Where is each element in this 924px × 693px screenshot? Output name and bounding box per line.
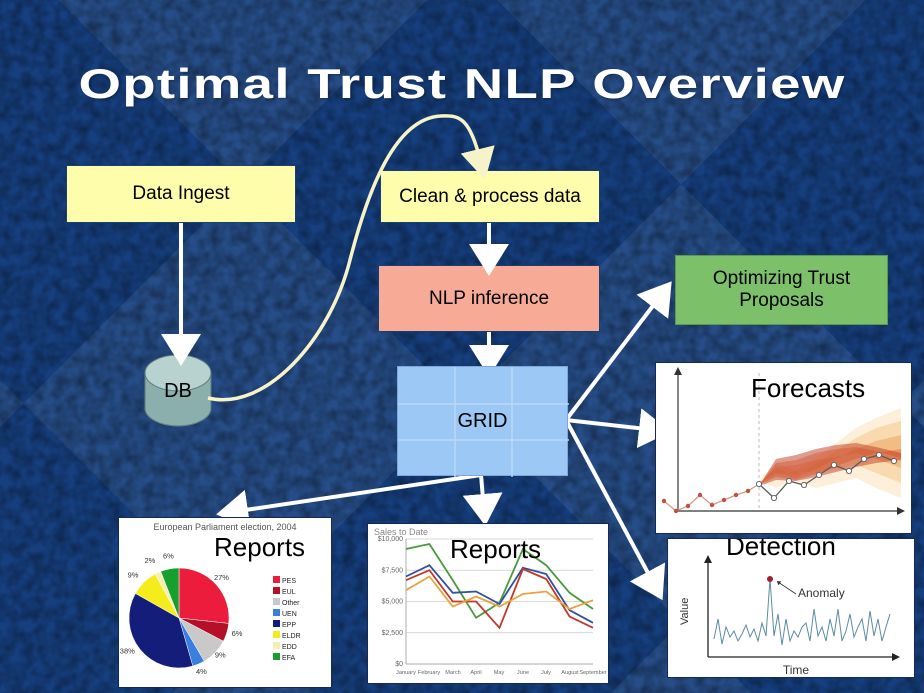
svg-text:Value: Value [679, 598, 691, 625]
svg-text:6%: 6% [232, 629, 243, 638]
svg-text:July: July [541, 670, 551, 676]
svg-text:January: January [396, 670, 416, 676]
svg-text:March: March [445, 670, 461, 676]
svg-text:2%: 2% [145, 556, 156, 565]
svg-text:Anomaly: Anomaly [798, 586, 845, 600]
svg-text:September: September [579, 670, 606, 676]
svg-text:$5,000: $5,000 [382, 599, 404, 606]
svg-text:$7,500: $7,500 [382, 567, 404, 574]
svg-text:4%: 4% [196, 667, 207, 676]
svg-text:9%: 9% [215, 650, 226, 659]
svg-text:Time: Time [783, 663, 810, 677]
svg-text:$2,500: $2,500 [382, 630, 404, 637]
svg-text:February: February [418, 670, 441, 676]
svg-text:June: June [517, 670, 529, 676]
svg-text:$10,000: $10,000 [378, 536, 403, 543]
svg-text:August: August [561, 670, 579, 676]
svg-text:April: April [470, 670, 481, 676]
svg-text:9%: 9% [128, 570, 139, 579]
svg-text:6%: 6% [163, 552, 174, 561]
svg-text:27%: 27% [214, 573, 229, 582]
svg-text:May: May [494, 670, 505, 676]
svg-text:$0: $0 [395, 661, 403, 668]
svg-text:38%: 38% [120, 646, 135, 655]
